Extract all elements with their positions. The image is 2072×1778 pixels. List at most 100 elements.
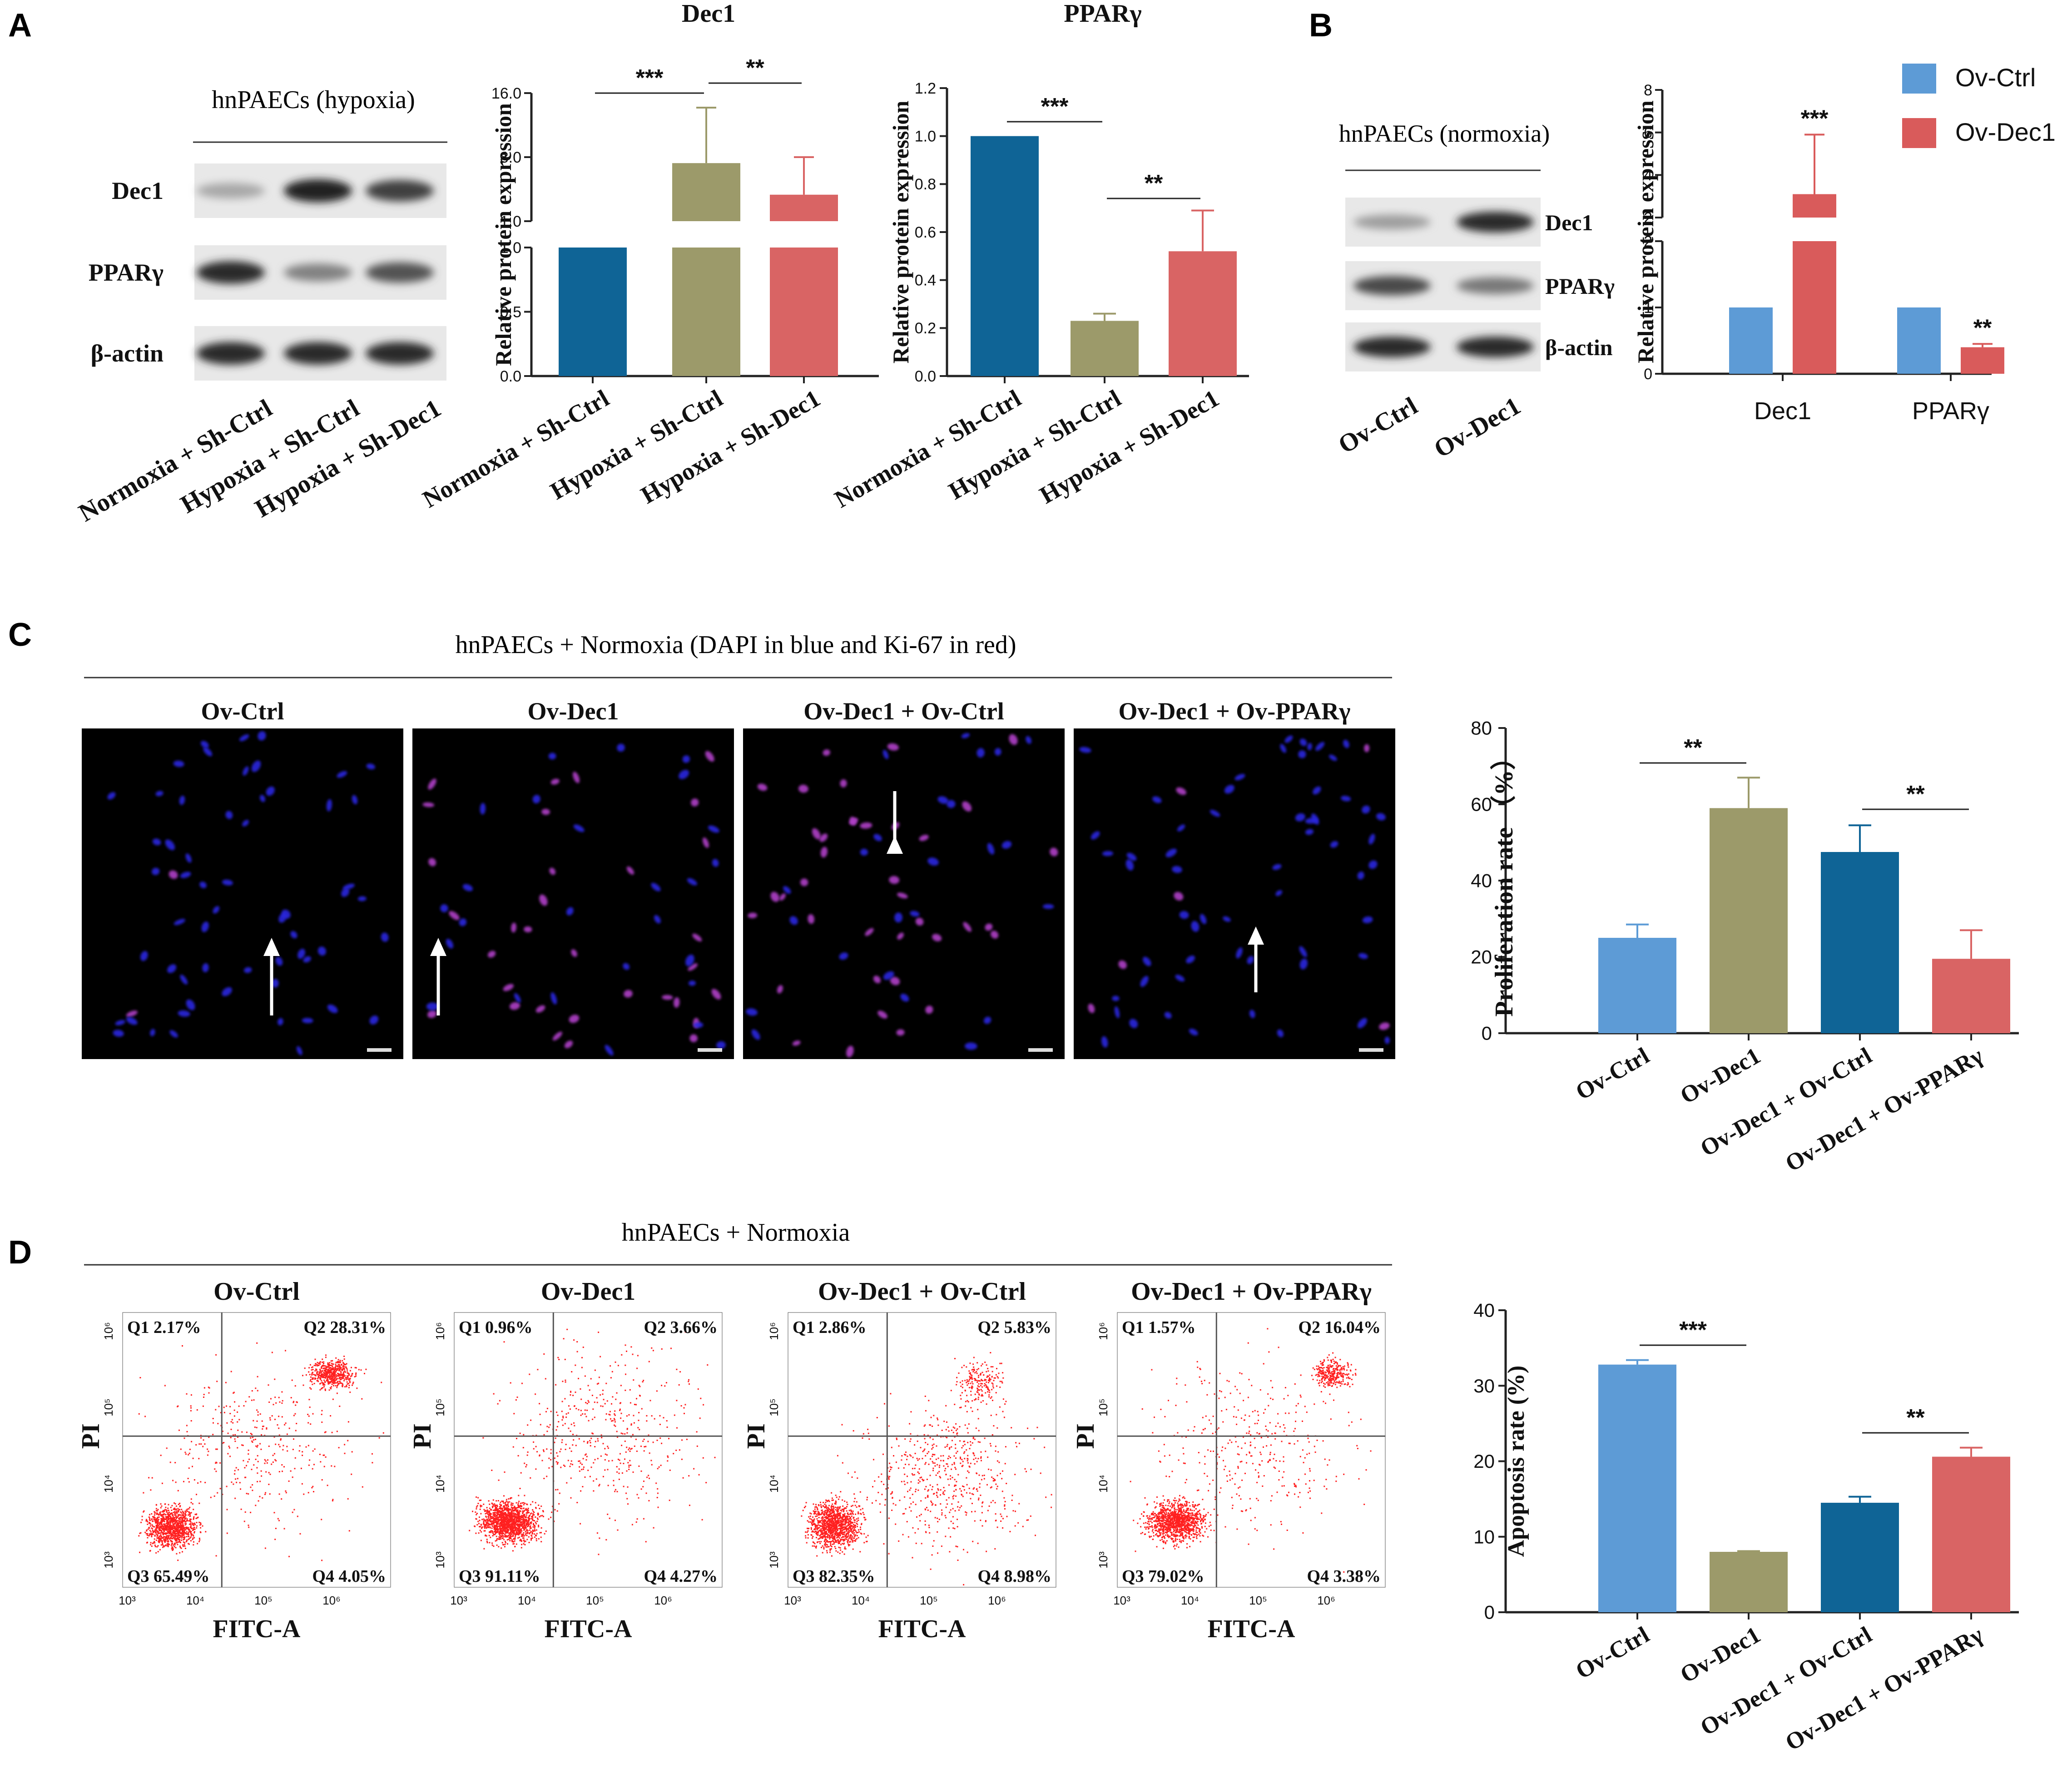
flow-event	[215, 1462, 217, 1464]
flow-event	[505, 1514, 506, 1516]
flow-event	[194, 1524, 196, 1525]
flow-event	[290, 1397, 292, 1399]
flow-event	[531, 1531, 533, 1533]
flow-event	[151, 1477, 153, 1479]
flow-event	[256, 1342, 258, 1344]
flow-event	[160, 1534, 162, 1535]
flow-event	[248, 1458, 250, 1460]
flow-event	[215, 1448, 217, 1450]
flow-event	[663, 1417, 664, 1419]
flow-event	[583, 1441, 585, 1442]
cell-nucleus	[115, 1020, 125, 1025]
cell-nucleus	[1299, 958, 1308, 970]
flow-event	[193, 1518, 194, 1520]
flow-event	[288, 1427, 290, 1429]
flow-event	[332, 1368, 334, 1370]
cell-nucleus	[789, 916, 798, 925]
flow-event	[595, 1478, 597, 1480]
cell-nucleus	[571, 949, 577, 957]
flow-event	[284, 1424, 286, 1426]
flow-event	[515, 1514, 517, 1516]
cell-nucleus	[251, 760, 261, 772]
flow-event	[154, 1529, 156, 1531]
flow-event	[166, 1447, 168, 1449]
flow-event	[190, 1405, 192, 1407]
flow-event	[153, 1519, 155, 1520]
flow-event	[233, 1434, 234, 1436]
cell-nucleus	[1247, 956, 1254, 964]
cell-nucleus	[624, 990, 633, 998]
flow-event	[172, 1480, 174, 1481]
bar	[971, 136, 1039, 376]
flow-event	[541, 1460, 543, 1461]
flow-event	[240, 1488, 241, 1490]
flow-event	[190, 1407, 192, 1409]
flow-event	[243, 1405, 245, 1407]
flow-event	[679, 1449, 680, 1451]
flow-event	[502, 1516, 504, 1518]
flow-event	[179, 1530, 181, 1531]
flow-event	[342, 1372, 344, 1374]
flow-event	[540, 1541, 542, 1543]
flow-event	[168, 1544, 169, 1545]
flow-event	[144, 1416, 146, 1417]
flow-event	[508, 1536, 510, 1538]
flow-event	[153, 1516, 155, 1518]
flow-event	[500, 1524, 502, 1526]
flow-event	[537, 1512, 539, 1514]
x-tick-label: 10⁴	[518, 1594, 536, 1607]
flow-event	[488, 1512, 490, 1514]
flow-event	[512, 1541, 514, 1543]
flow-event	[503, 1341, 505, 1343]
flow-event	[147, 1533, 149, 1535]
flow-event	[226, 1486, 228, 1487]
flow-event	[184, 1511, 186, 1512]
flow-event	[576, 1341, 578, 1342]
flow-event	[272, 1461, 274, 1463]
flow-event	[349, 1382, 351, 1383]
legend-label: Ov-Ctrl	[1955, 63, 2036, 92]
flow-event	[222, 1442, 223, 1444]
flow-event	[563, 1338, 565, 1340]
flow-event	[175, 1516, 177, 1518]
flow-event	[166, 1519, 168, 1521]
flow-event	[168, 1510, 169, 1511]
flow-event	[173, 1521, 175, 1522]
blot-row-label: Dec1	[1545, 210, 1593, 235]
flow-event	[187, 1508, 188, 1510]
flow-event	[189, 1518, 191, 1520]
cell-nucleus	[1234, 774, 1245, 781]
flow-event	[831, 1497, 833, 1499]
flow-event	[355, 1367, 357, 1369]
flow-event	[188, 1454, 189, 1456]
flow-event	[604, 1469, 606, 1471]
flow-event	[344, 1378, 346, 1380]
flow-event	[327, 1363, 329, 1365]
flow-event	[501, 1524, 503, 1526]
flow-event	[181, 1512, 183, 1514]
cell-nucleus	[1330, 841, 1338, 848]
flow-event	[183, 1531, 185, 1533]
flow-event	[639, 1386, 641, 1387]
flow-event	[185, 1515, 187, 1516]
flow-event	[510, 1520, 511, 1522]
flow-event	[322, 1367, 324, 1369]
flow-event	[501, 1520, 502, 1522]
flow-event	[162, 1544, 164, 1545]
flow-event	[820, 1530, 822, 1531]
flow-event	[488, 1535, 490, 1536]
flow-event	[488, 1526, 490, 1528]
flow-event	[233, 1483, 234, 1485]
flow-event	[163, 1536, 165, 1538]
flow-event	[485, 1510, 486, 1511]
cell-nucleus	[272, 979, 279, 988]
flow-event	[158, 1528, 160, 1529]
flow-event	[161, 1520, 163, 1521]
flow-event	[149, 1522, 150, 1524]
flow-event	[212, 1418, 214, 1419]
flow-event	[659, 1415, 661, 1416]
flow-event	[513, 1527, 515, 1529]
flow-event	[517, 1513, 519, 1515]
flow-event	[543, 1516, 544, 1517]
flow-event	[575, 1392, 576, 1393]
